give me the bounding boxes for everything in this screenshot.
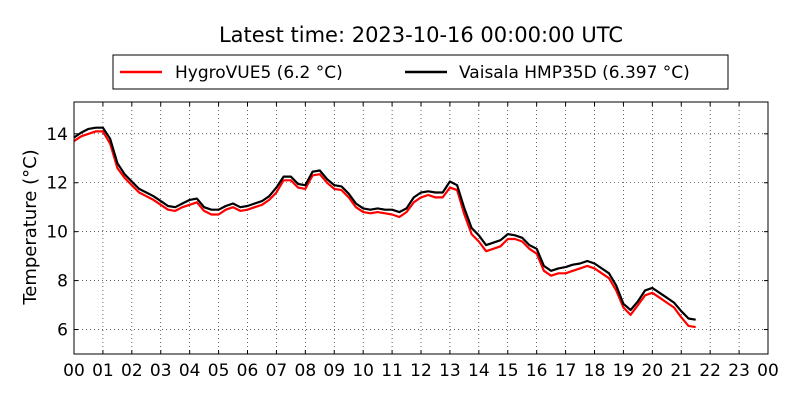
legend-label-hygrovue5: HygroVUE5 (6.2 °C) <box>175 63 343 83</box>
x-tick-label: 07 <box>266 361 288 381</box>
x-tick-label: 16 <box>526 361 548 381</box>
x-tick-label: 14 <box>468 361 490 381</box>
y-axis-label: Temperature (°C) <box>20 149 41 305</box>
series-layer <box>73 126 696 329</box>
x-tick-label: 02 <box>121 361 143 381</box>
x-tick-label: 18 <box>584 361 606 381</box>
y-tick-label: 6 <box>57 321 68 341</box>
y-tick-label: 14 <box>46 125 68 145</box>
chart-title: Latest time: 2023-10-16 00:00:00 UTC <box>219 23 623 47</box>
series-line-vaisala <box>73 126 696 321</box>
y-tick-label: 12 <box>46 174 68 194</box>
x-tick-label: 00 <box>757 361 779 381</box>
ticks: 00 01 02 03 04 05 06 07 08 09 10 11 12 13 14 15 16 17 18 19… <box>46 102 779 381</box>
x-tick-label: 11 <box>381 361 403 381</box>
plot-frame <box>73 101 769 355</box>
y-tick-label: 8 <box>57 272 68 292</box>
y-tick-label: 10 <box>46 223 68 243</box>
x-tick-label: 22 <box>699 361 721 381</box>
x-tick-label: 06 <box>237 361 259 381</box>
x-tick-label: 15 <box>497 361 519 381</box>
x-tick-label: 04 <box>179 361 201 381</box>
x-tick-label: 20 <box>642 361 664 381</box>
x-tick-label: 08 <box>295 361 317 381</box>
x-tick-label: 12 <box>410 361 432 381</box>
x-tick-label: 17 <box>555 361 577 381</box>
x-tick-label: 23 <box>728 361 750 381</box>
x-tick-label: 21 <box>670 361 692 381</box>
x-tick-label: 13 <box>439 361 461 381</box>
x-tick-label: 19 <box>613 361 635 381</box>
x-tick-label: 00 <box>63 361 85 381</box>
series-line-hygrovue5 <box>73 130 696 329</box>
grid <box>74 102 768 354</box>
x-tick-label: 09 <box>323 361 345 381</box>
x-tick-label: 05 <box>208 361 230 381</box>
legend-label-vaisala: Vaisala HMP35D (6.397 °C) <box>459 63 690 83</box>
legend: HygroVUE5 (6.2 °C) Vaisala HMP35D (6.397… <box>112 54 729 90</box>
x-tick-label: 03 <box>150 361 172 381</box>
x-tick-label: 01 <box>92 361 114 381</box>
x-tick-label: 10 <box>352 361 374 381</box>
